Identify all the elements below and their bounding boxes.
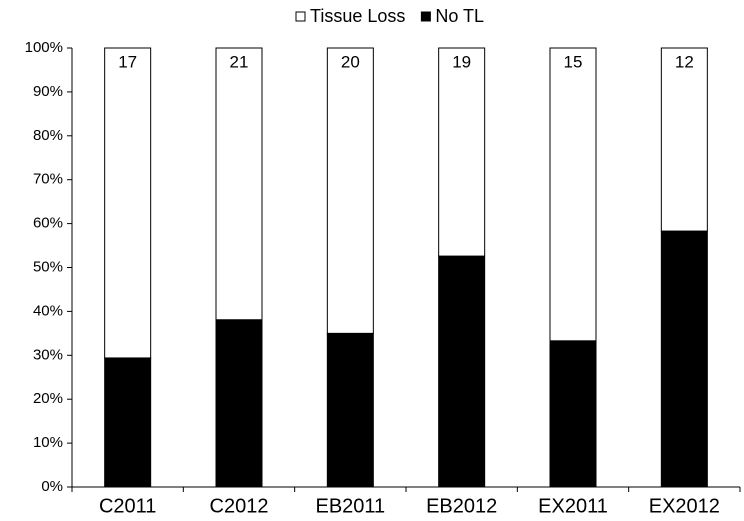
y-tick-label: 100% <box>25 39 63 56</box>
x-tick-label: EX2011 <box>538 495 608 517</box>
x-tick-label: EB2012 <box>426 495 497 517</box>
y-tick-label: 50% <box>33 258 63 275</box>
bar-total-label: 15 <box>564 52 583 71</box>
legend-swatch <box>295 11 306 22</box>
y-tick-label: 20% <box>33 390 63 407</box>
legend-label: No TL <box>435 6 484 26</box>
legend-label: Tissue Loss <box>310 6 405 26</box>
bar-segment <box>549 340 597 488</box>
y-tick-label: 30% <box>33 346 63 363</box>
bar-total-label: 19 <box>452 52 471 71</box>
y-tick-label: 60% <box>33 215 63 232</box>
legend-swatch <box>420 11 431 22</box>
bar-total-label: 20 <box>341 52 360 71</box>
bar-total-label: 17 <box>118 52 137 71</box>
x-tick-label: EX2012 <box>649 495 720 517</box>
bar-segment <box>438 255 486 488</box>
bar-segment <box>326 47 374 334</box>
bar-segment <box>104 357 152 488</box>
y-tick-label: 90% <box>33 83 63 100</box>
bar-total-label: 21 <box>230 52 249 71</box>
y-tick-label: 0% <box>41 478 63 495</box>
bar-segment <box>438 47 486 257</box>
bar-segment <box>215 47 263 321</box>
x-tick-label: EB2011 <box>315 495 385 517</box>
bar-segment <box>660 230 708 488</box>
y-tick-label: 10% <box>33 434 63 451</box>
bar-segment <box>549 47 597 342</box>
x-tick-label: C2011 <box>99 495 156 517</box>
y-tick-label: 70% <box>33 171 63 188</box>
bar-segment <box>326 332 374 488</box>
bar-total-label: 12 <box>675 52 694 71</box>
x-tick-label: C2012 <box>210 495 269 517</box>
y-tick-label: 40% <box>33 302 63 319</box>
bar-segment <box>104 47 152 359</box>
bar-segment <box>215 319 263 488</box>
bar-segment <box>660 47 708 232</box>
y-tick-label: 80% <box>33 127 63 144</box>
